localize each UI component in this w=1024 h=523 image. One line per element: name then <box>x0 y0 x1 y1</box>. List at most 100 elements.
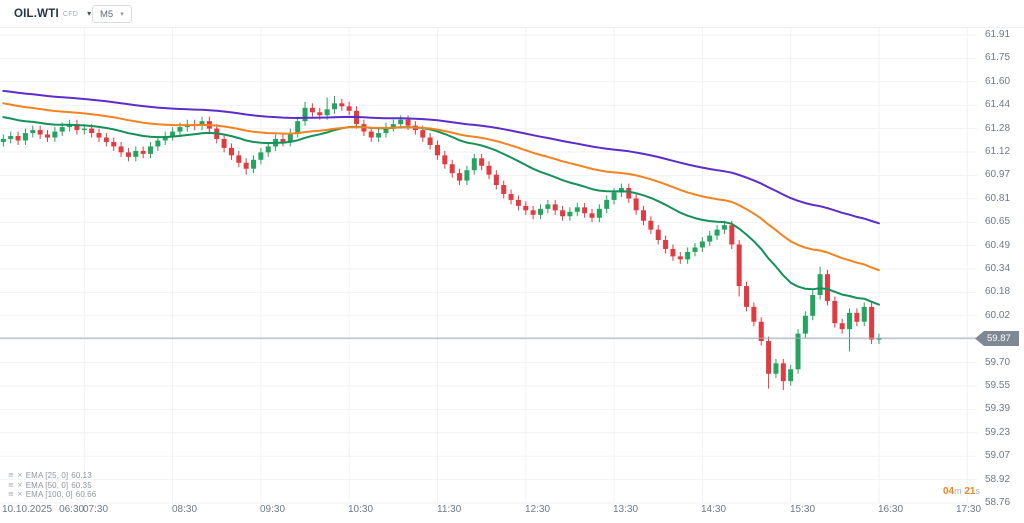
price-axis-label: 60.18 <box>985 286 1011 298</box>
candle-body <box>604 199 610 209</box>
indicator-remove-icon[interactable]: × <box>16 471 23 479</box>
candle-body <box>133 150 139 157</box>
ema-line-25 <box>2 116 880 306</box>
price-axis-label: 59.39 <box>985 403 1011 415</box>
candle-body <box>251 159 257 169</box>
indicator-legend: ≡ × EMA [25, 0] 60.13 ≡ × EMA [50, 0] 60.3… <box>8 471 96 500</box>
indicator-remove-icon[interactable]: × <box>16 490 23 498</box>
time-axis-label: 16:30 <box>878 504 904 515</box>
candle-body <box>736 244 742 287</box>
candle-body <box>817 274 823 295</box>
indicator-row-ema100: ≡ × EMA [100, 0] 60.66 <box>8 490 96 499</box>
time-axis-label: 09:30 <box>260 504 286 515</box>
indicator-remove-icon[interactable]: × <box>16 480 23 489</box>
indicator-value: 60.35 <box>71 480 92 490</box>
timeframe-selector[interactable]: M5 ▾ <box>92 5 132 23</box>
time-axis-label: 10:30 <box>348 504 374 515</box>
countdown-seconds: 21 <box>964 486 976 497</box>
price-axis-label: 61.28 <box>985 122 1011 134</box>
candle-body <box>111 141 117 147</box>
candle-body <box>486 165 492 175</box>
candle-body <box>376 133 382 138</box>
candle-body <box>228 147 234 156</box>
indicator-label: EMA [50, 0] <box>25 480 69 490</box>
candle-body <box>442 155 448 165</box>
candle-body <box>265 146 271 153</box>
candle-body <box>339 103 345 107</box>
price-axis-label: 58.92 <box>985 473 1011 485</box>
candle-body <box>596 208 602 218</box>
candle-body <box>582 207 588 214</box>
candle-body <box>15 136 21 141</box>
candle-body <box>103 137 109 142</box>
time-axis-label: 12:30 <box>525 504 551 515</box>
candle-body <box>170 131 176 137</box>
candle-body <box>802 315 808 334</box>
candle-body <box>434 144 440 156</box>
indicator-label: EMA [25, 0] <box>25 471 69 480</box>
candle-body <box>545 204 551 209</box>
candle-body <box>449 164 455 174</box>
candle-body <box>30 130 36 134</box>
candle-body <box>89 128 95 134</box>
candle-body <box>0 139 6 142</box>
candle-body <box>574 207 580 212</box>
candle-body <box>788 369 794 382</box>
candle-body <box>530 210 536 215</box>
candle-body <box>537 208 543 215</box>
price-axis-label: 58.76 <box>985 497 1011 508</box>
symbol-selector[interactable]: OIL.WTI CFD ▾ <box>14 5 91 23</box>
candle-body <box>45 134 51 138</box>
candle-body <box>508 193 514 200</box>
indicator-value: 60.13 <box>71 471 92 480</box>
candle-body <box>162 136 168 141</box>
candle-body <box>309 107 315 113</box>
indicator-settings-icon[interactable]: ≡ <box>8 471 14 479</box>
price-axis-label: 60.65 <box>985 216 1011 228</box>
candle-body <box>37 130 43 135</box>
candle-body <box>22 133 28 141</box>
price-axis-label: 59.23 <box>985 426 1011 438</box>
candle-body <box>74 124 80 131</box>
candle-body <box>405 119 411 126</box>
price-axis-label: 59.07 <box>985 450 1011 462</box>
candle-body <box>177 127 183 132</box>
candle-body <box>869 306 875 340</box>
candle-body <box>773 363 779 374</box>
time-axis-label: 15:30 <box>790 504 816 515</box>
candle-body <box>758 321 764 342</box>
instrument-type-label: CFD <box>62 11 79 18</box>
candle-body <box>479 158 485 166</box>
time-axis-label: 07:30 <box>83 504 109 515</box>
candle-body <box>140 150 146 154</box>
candle-body <box>148 146 154 154</box>
candle-body <box>118 146 124 153</box>
current-price-badge: 59.87 <box>975 331 1019 346</box>
candle-body <box>854 312 860 322</box>
candle-body <box>876 338 882 340</box>
candle-body <box>346 106 352 111</box>
indicator-settings-icon[interactable]: ≡ <box>8 490 14 498</box>
price-axis-label: 60.81 <box>985 192 1011 204</box>
candle-body <box>52 131 58 138</box>
candle-body <box>655 229 661 241</box>
candle-body <box>324 109 330 116</box>
price-axis-label: 59.55 <box>985 380 1011 391</box>
price-axis-label: 61.60 <box>985 75 1011 87</box>
candle-body <box>383 127 389 134</box>
indicator-value: 60.66 <box>75 490 97 499</box>
candle-body <box>847 312 853 330</box>
candle-body <box>236 155 242 163</box>
indicator-row-ema25: ≡ × EMA [25, 0] 60.13 <box>8 471 96 480</box>
candle-body <box>707 235 713 242</box>
candle-body <box>633 198 639 211</box>
candle-body <box>8 136 14 139</box>
candle-body <box>611 192 617 200</box>
candle-body <box>795 333 801 370</box>
candle-body <box>744 286 750 307</box>
candle-body <box>258 152 264 160</box>
time-axis-label: 10.10.2025 06:30 <box>2 504 85 515</box>
indicator-settings-icon[interactable]: ≡ <box>8 480 14 489</box>
